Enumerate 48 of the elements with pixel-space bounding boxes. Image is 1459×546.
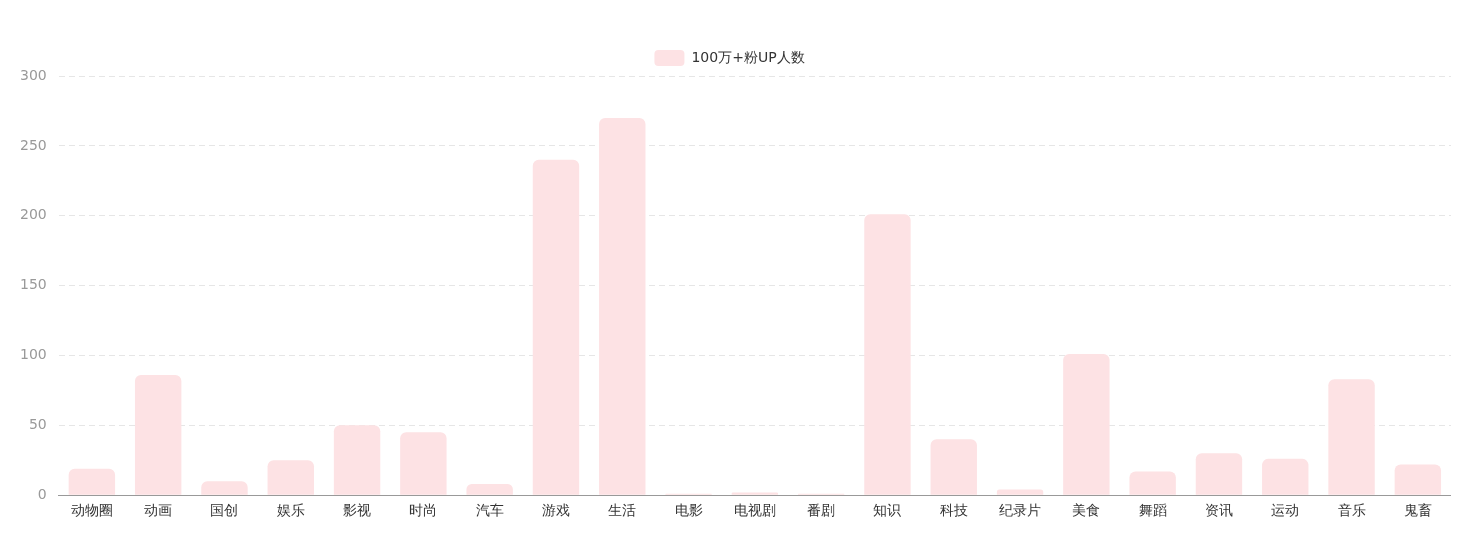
x-tick-label: 时尚 xyxy=(409,502,438,519)
x-tick-label: 鬼畜 xyxy=(1403,502,1432,519)
x-tick-label: 汽车 xyxy=(475,502,504,519)
legend-label: 100万+粉UP人数 xyxy=(691,48,805,65)
x-tick-label: 电视剧 xyxy=(733,502,776,519)
bar xyxy=(731,492,779,495)
bar xyxy=(599,117,646,495)
bar xyxy=(532,159,580,495)
bar xyxy=(466,484,513,495)
y-tick-label: 250 xyxy=(19,136,47,153)
y-tick-label: 100 xyxy=(19,346,47,363)
x-tick-label: 运动 xyxy=(1271,502,1300,519)
x-tick-label: 纪录片 xyxy=(999,502,1042,519)
x-tick-label: 动画 xyxy=(144,502,173,519)
bar xyxy=(1129,471,1176,495)
bar xyxy=(201,481,248,495)
bar xyxy=(1195,453,1243,495)
y-tick-label: 300 xyxy=(19,66,47,83)
bar xyxy=(400,432,447,495)
bar xyxy=(267,460,314,495)
x-tick-label: 音乐 xyxy=(1337,502,1366,519)
x-tick-label: 娱乐 xyxy=(276,502,305,519)
x-tick-label: 影视 xyxy=(343,502,372,519)
x-tick-label: 国创 xyxy=(210,502,239,519)
bar xyxy=(68,468,116,495)
y-tick-label: 50 xyxy=(28,415,47,432)
x-tick-label: 番剧 xyxy=(807,502,836,519)
x-tick-label: 科技 xyxy=(939,502,968,519)
bar xyxy=(134,375,182,495)
x-tick-label: 舞蹈 xyxy=(1138,502,1167,519)
bar xyxy=(864,214,911,495)
bar xyxy=(1328,379,1375,495)
y-tick-label: 200 xyxy=(19,206,47,223)
x-tick-label: 资讯 xyxy=(1204,502,1233,519)
x-tick-label: 动物圈 xyxy=(70,502,113,519)
x-tick-label: 生活 xyxy=(608,502,637,519)
y-tick-label: 150 xyxy=(19,276,47,293)
x-tick-label: 游戏 xyxy=(541,502,570,519)
bar xyxy=(1063,354,1110,495)
x-tick-label: 美食 xyxy=(1072,502,1101,519)
bar xyxy=(930,439,977,495)
x-tick-label: 电影 xyxy=(674,502,703,519)
y-tick-label: 0 xyxy=(37,485,47,502)
bar xyxy=(333,425,381,495)
bar xyxy=(1394,464,1442,495)
bar xyxy=(1262,458,1309,495)
bar xyxy=(996,489,1044,495)
x-tick-label: 知识 xyxy=(873,502,902,519)
